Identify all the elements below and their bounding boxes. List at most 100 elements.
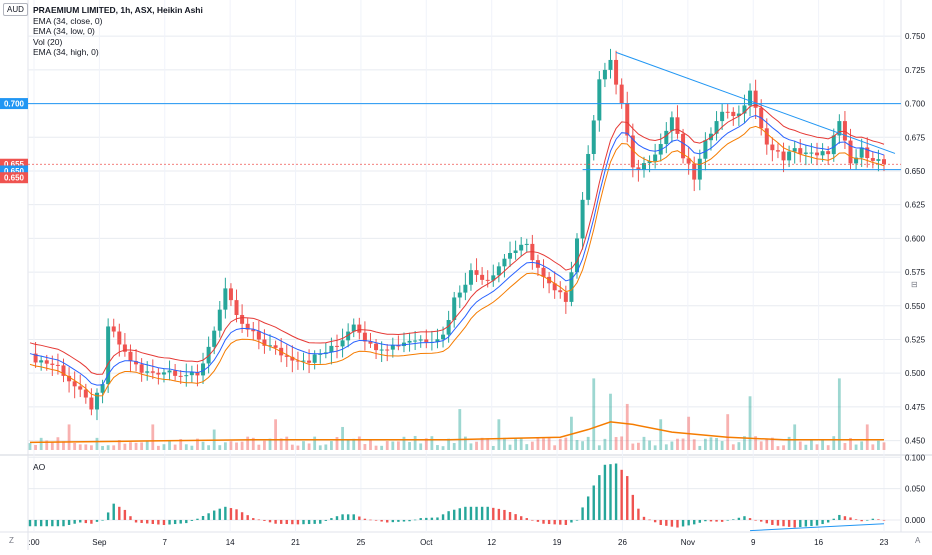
ao-bar (804, 519, 808, 527)
candle-body (212, 330, 217, 347)
volume-bar (692, 439, 696, 450)
ao-bar (263, 519, 266, 521)
candle-body (586, 153, 591, 200)
volume-bar (642, 436, 646, 450)
currency-badge[interactable]: AUD (3, 3, 28, 16)
ao-bar (653, 519, 657, 523)
volume-bar (447, 438, 451, 450)
ao-legend[interactable]: AO (33, 462, 46, 472)
candle-body (446, 320, 451, 335)
volume-bar (631, 443, 635, 450)
candle-body (396, 345, 401, 347)
ao-bar (257, 519, 261, 521)
legend-ema-close[interactable]: EMA (34, close, 0) (33, 15, 103, 26)
volume-bar (274, 419, 277, 450)
volume-bar (67, 424, 71, 450)
ao-bar (866, 519, 869, 521)
volume-bar (860, 441, 864, 450)
ao-bar (90, 519, 93, 524)
volume-bar (346, 440, 350, 450)
ao-bar (648, 519, 651, 521)
ao-bar (246, 515, 249, 520)
candle-body (508, 252, 513, 259)
candle-body (614, 59, 619, 85)
volume-bar (787, 436, 791, 450)
candle-body (569, 272, 574, 302)
volume-bar (452, 443, 456, 450)
symbol-title[interactable]: PRAEMIUM LIMITED, 1h, ASX, Heikin Ashi (33, 5, 203, 15)
volume-bar (592, 378, 596, 450)
volume-bar (648, 440, 651, 450)
volume-bar (558, 438, 562, 450)
ao-bar (146, 519, 149, 524)
volume-bar (765, 438, 769, 450)
zoom-z-button[interactable]: Z (9, 536, 14, 545)
volume-bar (106, 445, 110, 450)
ao-bar (118, 506, 121, 520)
volume-bar (101, 445, 104, 450)
ao-bar (480, 506, 484, 520)
price-level-tag (0, 158, 28, 170)
ao-bar (207, 513, 210, 520)
ao-bar (279, 519, 283, 524)
candle-body (262, 339, 267, 346)
legend-ema-high[interactable]: EMA (34, high, 0) (33, 47, 99, 57)
ao-trendline[interactable] (750, 523, 885, 532)
ao-bar (642, 516, 646, 520)
candle-body (245, 323, 250, 330)
candle-body (519, 244, 524, 251)
ao-bar (525, 518, 528, 520)
ao-bar (754, 519, 757, 521)
candle-body (100, 384, 105, 393)
candle-body (865, 147, 870, 159)
candle-body (731, 111, 736, 117)
volume-bar (497, 419, 501, 450)
ao-bar (458, 508, 461, 520)
volume-bar (458, 409, 462, 450)
ema-close-line (29, 115, 885, 386)
candle-body (290, 356, 295, 361)
volume-bar (318, 445, 322, 450)
ao-bar (441, 514, 445, 520)
price-tick-label: 0.725 (905, 66, 926, 75)
ao-bar (581, 507, 584, 520)
candle-body (809, 152, 814, 154)
candle-body (647, 161, 652, 164)
resistance-trendline[interactable] (615, 51, 896, 154)
volume-bar (821, 440, 825, 450)
legend-volume[interactable]: Vol (20) (33, 36, 63, 47)
ao-bar (681, 519, 685, 527)
candle-body (234, 300, 239, 315)
candle-body (535, 260, 540, 268)
ao-bar (815, 519, 819, 526)
ao-bar (799, 519, 802, 528)
ao-bar (464, 506, 467, 520)
legend-ema-low[interactable]: EMA (34, low, 0) (33, 26, 95, 36)
volume-bar (748, 396, 752, 450)
volume-bar (614, 437, 618, 450)
candle-body (385, 349, 390, 351)
volume-bar (229, 441, 233, 450)
ao-bar (598, 475, 601, 520)
auto-scale-button[interactable]: A (915, 536, 921, 545)
ao-bar (787, 519, 791, 527)
candle-body (424, 339, 429, 343)
ao-bar (101, 519, 104, 521)
volume-bar (486, 438, 490, 450)
ao-bar (319, 519, 322, 524)
ao-bar (106, 512, 110, 520)
volume-bar (179, 439, 183, 450)
volume-bar (737, 442, 741, 450)
volume-bar (508, 444, 512, 450)
candle-body (161, 372, 166, 375)
volume-bar (34, 444, 37, 450)
settings-toggle[interactable]: ⊟ (911, 280, 918, 289)
candle-body (329, 345, 334, 353)
candle-body (72, 381, 77, 387)
candle-body (362, 332, 367, 342)
price-tick-label: 0.500 (905, 369, 926, 378)
volume-bar (564, 437, 568, 450)
candle-body (301, 360, 306, 362)
ao-bar (793, 519, 796, 528)
price-level-tag (0, 165, 28, 177)
